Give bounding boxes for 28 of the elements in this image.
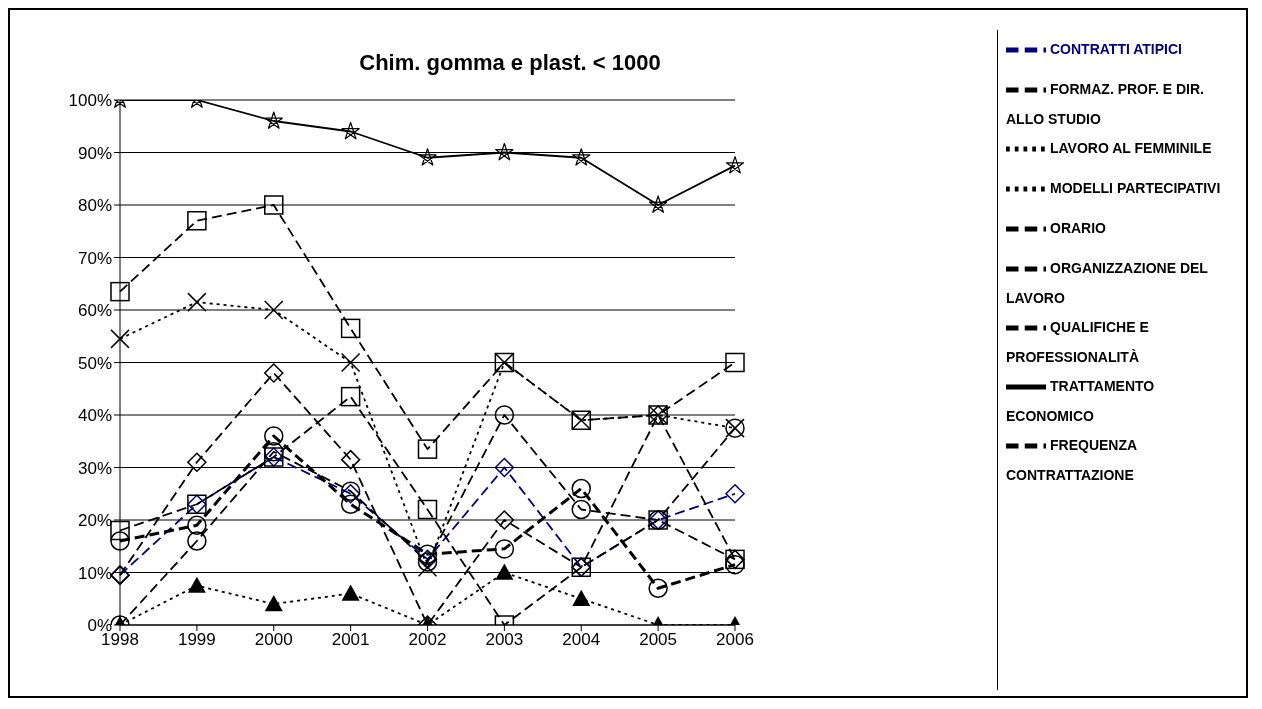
x-tick-label: 2004 [562,630,601,650]
y-tick-label: 20% [77,511,112,531]
y-tick-label: 50% [77,353,112,373]
legend-label: CONTRATTI ATIPICI [1050,40,1182,57]
x-tick-label: 1999 [177,630,216,650]
legend-label: FORMAZ. PROF. E DIR. ALLO STUDIO [1006,80,1204,127]
y-tick-label: 60% [77,301,112,321]
legend-label: MODELLI PARTECIPATIVI [1050,179,1221,196]
x-tick-label: 2002 [408,630,447,650]
x-tick-label: 2006 [716,630,754,650]
legend-label: LAVORO AL FEMMINILE [1050,139,1212,156]
x-tick-label: 2003 [485,630,524,650]
y-tick-label: 30% [77,458,112,478]
legend-label: FREQUENZA CONTRATTAZIONE [1006,436,1137,483]
legend-label: ORGANIZZAZIONE DEL LAVORO [1006,259,1208,306]
x-tick-label: 2001 [331,630,370,650]
legend-label: ORARIO [1050,219,1106,236]
y-tick-label: 40% [77,406,112,426]
legend-label: QUALIFICHE E PROFESSIONALITÀ [1006,318,1149,365]
y-tick-label: 10% [77,563,112,583]
legend-label: TRATTAMENTO ECONOMICO [1006,377,1155,424]
y-tick-label: 100% [68,91,112,111]
x-tick-label: 2000 [254,630,293,650]
y-tick-label: 90% [77,143,112,163]
y-tick-label: 80% [77,196,112,216]
x-tick-label: 2005 [639,630,678,650]
y-tick-label: 70% [77,248,112,268]
chart-title: Chim. gomma e plast. < 1000 [358,50,662,76]
